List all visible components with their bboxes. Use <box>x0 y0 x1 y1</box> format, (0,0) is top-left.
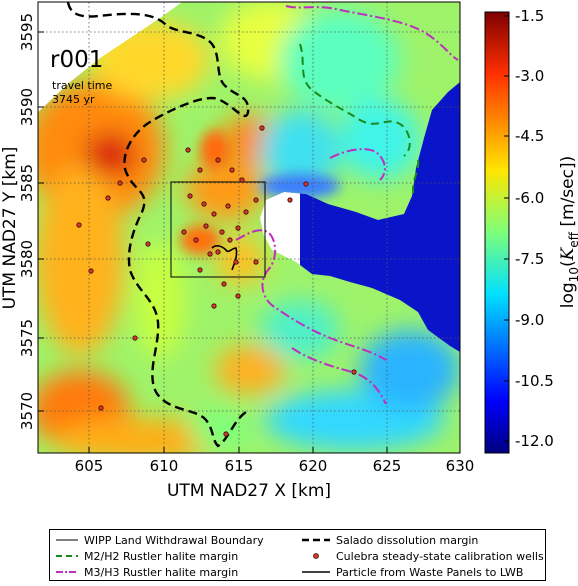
legend-item-m2h2: M2/H2 Rustler halite margin <box>56 549 239 563</box>
x-tick-label: 610 <box>150 457 179 475</box>
m3h3-margin-line <box>235 5 459 405</box>
m2h2-margin-line <box>299 43 420 199</box>
travel-time-label: travel time <box>52 79 112 92</box>
legend: WIPP Land Withdrawal Boundary Salado dis… <box>49 529 546 581</box>
colorbar-ticks <box>504 15 509 442</box>
legend-item-particle: Particle from Waste Panels to LWB <box>302 565 524 579</box>
x-tick-label: 605 <box>75 457 104 475</box>
salado-margin-line <box>66 1 250 448</box>
legend-item-wells: Culebra steady-state calibration wells <box>302 548 544 564</box>
x-axis-title: UTM NAD27 X [km] <box>167 481 331 501</box>
y-tick-label: 3585 <box>18 164 36 202</box>
y-axis-title: UTM NAD27 Y [km] <box>0 147 20 310</box>
colorbar-tick-label: -10.5 <box>515 372 554 390</box>
y-tick-label: 3575 <box>18 319 36 357</box>
colorbar-tick-label: -7.5 <box>515 250 544 268</box>
legend-item-m3h3: M3/H3 Rustler halite margin <box>56 565 239 579</box>
y-tick-label: 3580 <box>18 240 36 278</box>
colorbar-tick-label: -12.0 <box>515 432 554 450</box>
legend-item-wipp: WIPP Land Withdrawal Boundary <box>56 533 264 547</box>
travel-time-value: 3745 yr <box>52 93 95 106</box>
colorbar-tick-label: -9.0 <box>515 311 544 329</box>
x-tick-label: 615 <box>225 457 254 475</box>
calibration-wells <box>76 125 357 437</box>
plot-frame <box>37 1 461 454</box>
x-tick-label: 620 <box>299 457 328 475</box>
y-tick-label: 3590 <box>18 88 36 126</box>
wipp-boundary-box <box>170 181 266 278</box>
legend-item-salado: Salado dissolution margin <box>302 533 479 547</box>
colorbar <box>484 11 510 454</box>
colorbar-title: log10(Keff [m/sec]) <box>558 156 578 308</box>
x-tick-label: 630 <box>446 457 475 475</box>
y-tick-label: 3595 <box>18 13 36 51</box>
tick-marks <box>38 31 461 453</box>
colorbar-tick-label: -6.0 <box>515 189 544 207</box>
colorbar-tick-label: -1.5 <box>515 7 544 25</box>
colorbar-tick-label: -4.5 <box>515 127 544 145</box>
x-tick-label: 625 <box>373 457 402 475</box>
colorbar-tick-label: -3.0 <box>515 67 544 85</box>
y-tick-label: 3570 <box>18 392 36 430</box>
realization-label: r001 <box>50 47 103 73</box>
